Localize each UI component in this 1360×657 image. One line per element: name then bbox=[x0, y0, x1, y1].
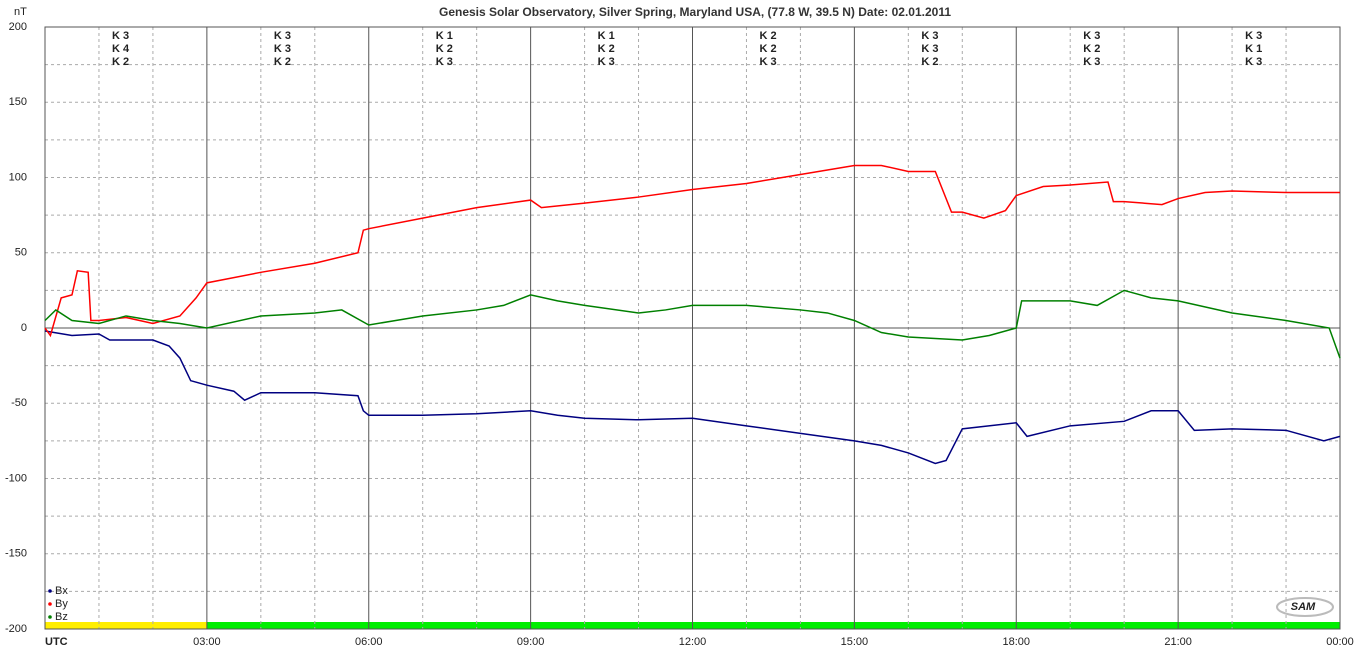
k-index: K 3 bbox=[759, 56, 776, 68]
x-tick-label: 09:00 bbox=[517, 636, 545, 648]
k-index: K 2 bbox=[1083, 43, 1100, 55]
x-tick-label: 12:00 bbox=[679, 636, 707, 648]
k-index: K 3 bbox=[112, 30, 129, 42]
y-axis-label: nT bbox=[14, 6, 27, 18]
x-tick-label: 06:00 bbox=[355, 636, 383, 648]
status-bar bbox=[206, 622, 1340, 629]
legend-marker bbox=[48, 602, 52, 606]
k-index: K 1 bbox=[598, 30, 615, 42]
legend-label: Bx bbox=[55, 585, 68, 597]
k-index: K 1 bbox=[1245, 43, 1262, 55]
k-index: K 3 bbox=[436, 56, 453, 68]
status-bar bbox=[45, 622, 207, 629]
k-index: K 3 bbox=[1083, 56, 1100, 68]
k-index: K 3 bbox=[274, 30, 291, 42]
logo: SAM bbox=[1291, 601, 1316, 613]
k-index: K 3 bbox=[1083, 30, 1100, 42]
k-index: K 2 bbox=[598, 43, 615, 55]
x-tick-label: 15:00 bbox=[841, 636, 869, 648]
y-tick-label: 50 bbox=[15, 247, 27, 259]
x-tick-label: UTC bbox=[45, 636, 68, 648]
series-line bbox=[44, 289, 1341, 359]
k-index: K 3 bbox=[1245, 30, 1262, 42]
k-index: K 2 bbox=[112, 56, 129, 68]
legend-label: By bbox=[55, 598, 68, 610]
chart-title: Genesis Solar Observatory, Silver Spring… bbox=[439, 5, 951, 19]
x-tick-label: 00:00 bbox=[1326, 636, 1354, 648]
k-index: K 3 bbox=[921, 30, 938, 42]
legend-label: Bz bbox=[55, 611, 68, 623]
x-tick-label: 18:00 bbox=[1002, 636, 1030, 648]
k-index: K 3 bbox=[1245, 56, 1262, 68]
y-tick-label: 200 bbox=[9, 21, 27, 33]
y-tick-label: -150 bbox=[5, 548, 27, 560]
y-tick-label: 100 bbox=[9, 171, 27, 183]
k-index: K 4 bbox=[112, 43, 130, 55]
x-tick-label: 03:00 bbox=[193, 636, 221, 648]
k-index: K 3 bbox=[921, 43, 938, 55]
k-index: K 3 bbox=[598, 56, 615, 68]
y-tick-label: -50 bbox=[11, 397, 27, 409]
k-index: K 1 bbox=[436, 30, 453, 42]
k-index: K 3 bbox=[274, 43, 291, 55]
logo-swoosh bbox=[1276, 597, 1334, 617]
legend-marker bbox=[48, 615, 52, 619]
legend-marker bbox=[48, 589, 52, 593]
y-tick-label: -200 bbox=[5, 623, 27, 635]
x-tick-label: 21:00 bbox=[1164, 636, 1192, 648]
k-index: K 2 bbox=[921, 56, 938, 68]
k-index: K 2 bbox=[759, 30, 776, 42]
y-tick-label: -100 bbox=[5, 472, 27, 484]
y-tick-label: 0 bbox=[21, 322, 27, 334]
k-index: K 2 bbox=[436, 43, 453, 55]
y-tick-label: 150 bbox=[9, 96, 27, 108]
k-index: K 2 bbox=[759, 43, 776, 55]
k-index: K 2 bbox=[274, 56, 291, 68]
series-line bbox=[44, 330, 1341, 465]
